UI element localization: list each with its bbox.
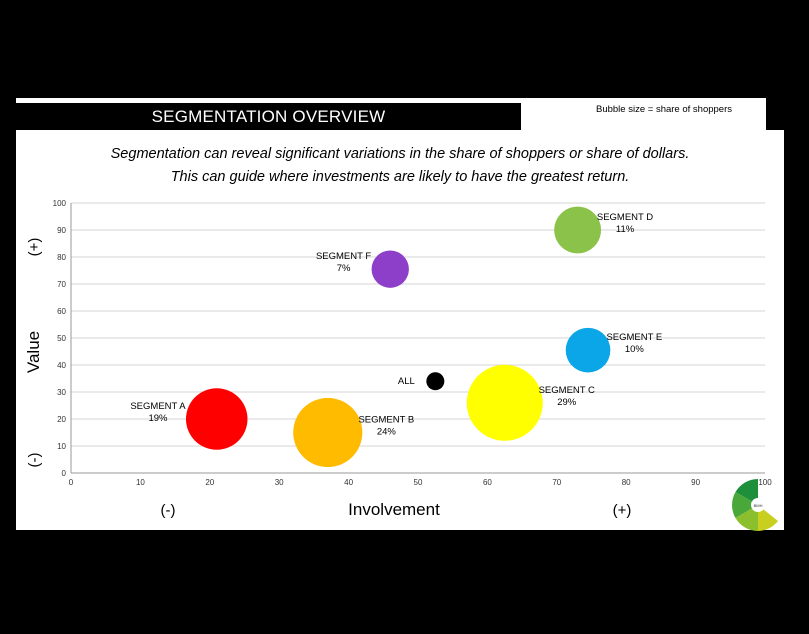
subtitle-line-2: This can guide where investments are lik… <box>170 169 630 185</box>
y-tick-label: 30 <box>57 388 66 397</box>
y-tick-label: 60 <box>57 307 66 316</box>
x-tick-label: 80 <box>622 478 631 487</box>
bubble-segment-b <box>293 397 363 468</box>
bubble-name-label: SEGMENT D <box>597 212 653 223</box>
bubble-segment-a <box>185 388 248 450</box>
bubble-segment-c <box>466 364 543 441</box>
bubble-size-note: Bubble size = share of shoppers <box>596 104 732 115</box>
x-plus-sign: (+) <box>613 502 632 519</box>
x-axis-title: Involvement <box>348 500 440 519</box>
x-tick-label: 0 <box>69 478 74 487</box>
bubble-labels: SEGMENT A19% SEGMENT B24% SEGMENT C29% SEGM… <box>130 212 662 438</box>
bubble-name-label: SEGMENT E <box>606 332 662 343</box>
bubble-share-label: 10% <box>625 344 645 355</box>
bubble-share-label: 7% <box>337 263 351 274</box>
y-tick-label: 80 <box>57 253 66 262</box>
bubble-name-label: ALL <box>398 376 415 387</box>
title-bar: SEGMENTATION OVERVIEW <box>16 103 521 130</box>
bubble-segment-f <box>371 250 409 288</box>
bubble-share-label: 24% <box>377 427 397 438</box>
y-tick-label: 90 <box>57 226 66 235</box>
x-minus-sign: (-) <box>161 502 176 519</box>
y-tick-label: 100 <box>53 199 67 208</box>
logo-segment-1 <box>735 479 758 505</box>
y-tick-label: 70 <box>57 280 66 289</box>
x-tick-label: 60 <box>483 478 492 487</box>
y-axis-title: Value <box>24 331 43 373</box>
brand-logo: BMH <box>732 479 778 531</box>
logo-segment-4 <box>758 505 778 531</box>
bubble-name-label: SEGMENT B <box>358 415 414 426</box>
y-tick-label: 10 <box>57 442 66 451</box>
bubble-segment-e <box>565 327 611 373</box>
y-tick-label: 50 <box>57 334 66 343</box>
x-tick-label: 40 <box>344 478 353 487</box>
y-minus-sign: (-) <box>26 453 43 468</box>
y-tick-label: 20 <box>57 415 66 424</box>
y-plus-sign: (+) <box>26 238 43 257</box>
x-tick-label: 10 <box>136 478 145 487</box>
logo-segment-2 <box>732 492 758 518</box>
x-tick-label: 70 <box>552 478 561 487</box>
page-title: SEGMENTATION OVERVIEW <box>151 107 386 126</box>
logo-center-text: BMH <box>754 503 763 508</box>
logo-segment-3 <box>735 505 758 531</box>
y-tick-label: 40 <box>57 361 66 370</box>
bubble-share-label: 19% <box>148 413 168 424</box>
title-bar-right-edge <box>766 98 784 130</box>
grid-lines <box>70 202 765 474</box>
axis-ticks: 0 10 20 30 40 50 60 70 80 90 100 0 10 20 30 40 50 60 70 80 9… <box>53 199 773 487</box>
x-tick-label: 30 <box>275 478 284 487</box>
bubbles <box>185 206 611 468</box>
bubble-name-label: SEGMENT A <box>130 401 186 412</box>
x-tick-label: 50 <box>414 478 423 487</box>
bubble-name-label: SEGMENT F <box>316 251 371 262</box>
bubble-segment-d <box>554 206 602 254</box>
x-tick-label: 100 <box>758 478 772 487</box>
bubble-all <box>426 372 445 391</box>
x-tick-label: 20 <box>205 478 214 487</box>
x-tick-label: 90 <box>691 478 700 487</box>
subtitle-line-1: Segmentation can reveal significant vari… <box>110 146 690 162</box>
bubble-name-label: SEGMENT C <box>539 385 595 396</box>
bubble-share-label: 29% <box>557 397 577 408</box>
y-tick-label: 0 <box>62 469 67 478</box>
slide-canvas <box>16 98 784 530</box>
bubble-share-label: 11% <box>616 224 635 235</box>
